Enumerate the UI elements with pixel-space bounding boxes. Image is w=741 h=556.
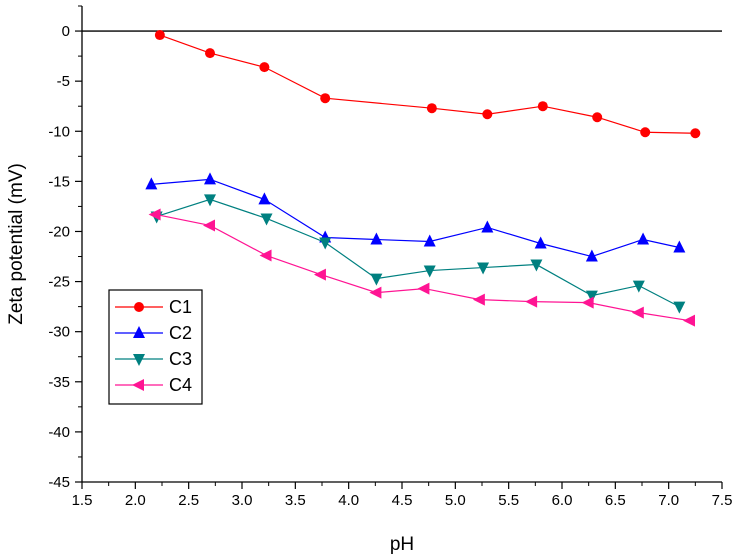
data-point-C3-1 [204, 194, 216, 207]
data-point-C1-8 [640, 127, 651, 138]
x-tick-label: 5.5 [498, 492, 519, 509]
x-tick-label: 2.0 [125, 492, 146, 509]
data-point-C3-9 [632, 280, 645, 293]
x-tick-label: 2.5 [178, 492, 199, 509]
legend-label-C4: C4 [169, 375, 192, 395]
y-axis-title: Zeta potential (mV) [6, 163, 27, 325]
series-line-C1 [159, 34, 696, 134]
data-point-C1-0 [154, 30, 165, 41]
plot-area [82, 30, 722, 327]
data-point-C4-10 [683, 314, 695, 327]
x-tick-label: 3.5 [285, 492, 306, 509]
y-tick-label: -40 [48, 424, 70, 441]
legend-marker-C4 [132, 379, 144, 391]
data-point-C2-6 [481, 220, 494, 233]
x-tick-label: 7.5 [712, 492, 733, 509]
data-point-C2-9 [637, 232, 650, 245]
data-point-C4-2 [259, 249, 272, 262]
data-point-C3-8 [585, 290, 598, 303]
data-point-C1-2 [259, 62, 270, 73]
x-tick-label: 6.0 [552, 492, 573, 509]
x-tick-label: 1.5 [72, 492, 93, 509]
axes: 1.5 2.0 2.5 3.0 3.5 4.0 4.5 5.0 5.5 6.0 6.5 7.0 7.5 0… [48, 5, 733, 509]
data-point-C1-7 [592, 112, 603, 123]
data-point-C1-4 [426, 103, 437, 114]
legend-marker-C1 [134, 302, 144, 312]
data-point-C4-5 [417, 282, 430, 295]
data-point-C2-2 [258, 192, 271, 205]
legend-item-C4: C4 [115, 375, 192, 395]
legend-item-C1: C1 [115, 297, 192, 317]
data-point-C2-7 [534, 236, 547, 249]
data-point-C1-9 [690, 128, 701, 139]
legend-item-C3: C3 [115, 349, 192, 369]
data-point-C3-2 [260, 213, 273, 226]
data-point-C4-3 [313, 268, 326, 281]
y-tick-label: -30 [48, 324, 70, 341]
data-point-C3-4 [370, 273, 383, 286]
x-tick-label: 4.5 [392, 492, 413, 509]
legend: C1 C2 C3 C4 [108, 289, 203, 405]
data-point-C3-6 [477, 262, 490, 275]
y-tick-label: -15 [48, 173, 70, 190]
legend-item-C2: C2 [115, 323, 192, 343]
data-point-C1-5 [482, 109, 493, 120]
series-C1 [154, 30, 701, 139]
legend-marker-C3 [133, 354, 145, 366]
x-tick-label: 7.0 [658, 492, 679, 509]
legend-label-C2: C2 [169, 323, 192, 343]
data-point-C2-4 [370, 232, 383, 245]
legend-label-C1: C1 [169, 297, 192, 317]
data-point-C2-1 [204, 172, 216, 185]
data-point-C1-3 [320, 93, 331, 104]
data-point-C2-0 [145, 177, 158, 190]
y-tick-label: -10 [48, 123, 70, 140]
x-tick-label: 4.0 [338, 492, 359, 509]
data-point-C4-6 [472, 293, 485, 306]
data-point-C4-8 [581, 296, 594, 309]
data-point-C3-5 [423, 265, 436, 278]
x-axis-title: pH [390, 534, 414, 555]
y-tick-label: -45 [48, 474, 70, 491]
series-C2 [145, 172, 686, 262]
y-tick-label: -25 [48, 274, 70, 291]
data-point-C3-10 [673, 301, 686, 314]
series-C4 [148, 208, 695, 327]
data-point-C1-6 [537, 101, 548, 112]
data-point-C2-10 [673, 240, 686, 253]
data-point-C3-7 [530, 259, 543, 272]
data-point-C1-1 [205, 48, 215, 59]
data-point-C2-5 [423, 234, 436, 247]
y-tick-label: -35 [48, 374, 70, 391]
data-point-C4-9 [631, 306, 644, 319]
legend-marker-C2 [133, 326, 145, 338]
data-point-C4-0 [148, 208, 161, 221]
x-tick-label: 5.0 [445, 492, 466, 509]
series-C3 [150, 194, 686, 314]
y-tick-label: -5 [57, 73, 70, 90]
legend-label-C3: C3 [169, 349, 192, 369]
x-tick-label: 3.0 [232, 492, 253, 509]
data-point-C4-1 [203, 219, 215, 232]
data-point-C4-7 [525, 295, 538, 308]
data-point-C2-8 [585, 249, 598, 262]
y-tick-label: 0 [62, 23, 70, 40]
x-tick-label: 6.5 [605, 492, 626, 509]
y-tick-label: -20 [48, 223, 70, 240]
data-point-C3-3 [319, 237, 332, 250]
data-point-C4-4 [369, 286, 382, 299]
